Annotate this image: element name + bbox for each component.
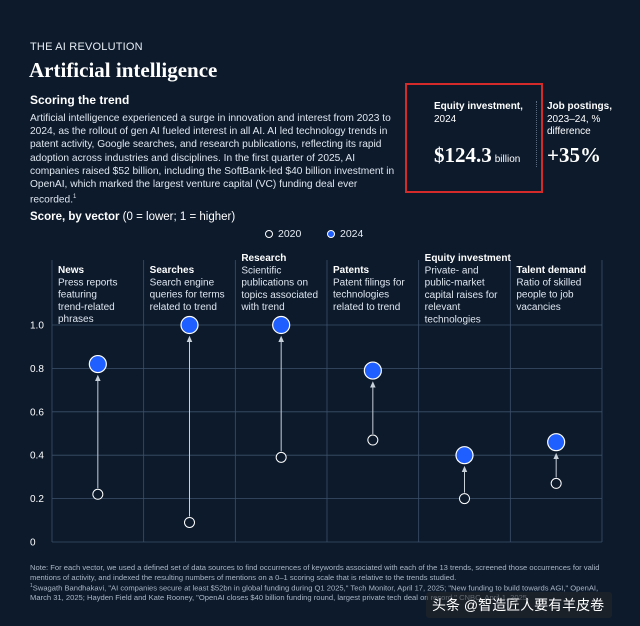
vector-description-line: topics associated <box>241 290 318 301</box>
point-2020 <box>92 488 104 500</box>
kpi-divider <box>536 101 537 167</box>
point-2024 <box>180 315 199 335</box>
vector-description-line: Search engine <box>150 278 215 289</box>
vector-description-line: public-market <box>425 278 485 289</box>
legend-swatch-filled <box>327 230 335 238</box>
kpi-equity-label: Equity investment, 2024 <box>434 101 534 126</box>
section-title: Scoring the trend <box>30 93 130 107</box>
legend-item-2024: 2024 <box>327 228 363 240</box>
vector-score-chart: 0 0.2 0.4 0.6 0.8 1.0 News Press reportsfeaturi… <box>30 253 603 549</box>
point-2024 <box>363 361 382 380</box>
point-2024 <box>547 433 566 452</box>
eyebrow-label: THE AI REVOLUTION <box>30 41 143 53</box>
note-footnote-mark: 1 <box>30 583 33 590</box>
vector-description-line: queries for terms <box>150 290 225 301</box>
vector-description-line: people to job <box>516 290 574 301</box>
note-source: Swagath Bandhakavi, "AI companies secure… <box>30 583 599 603</box>
vector-description-line: trend-related <box>58 302 115 313</box>
intro-paragraph: Artificial intelligence experienced a su… <box>30 112 400 207</box>
point-2024 <box>455 446 474 465</box>
y-tick-label: 0 <box>30 538 36 549</box>
kpi-equity-label-bold: Equity investment, <box>434 101 523 112</box>
vector-description-line: Ratio of skilled <box>516 278 581 289</box>
point-2020 <box>184 516 195 528</box>
vector-name: Research <box>241 253 286 264</box>
kpi-equity-amount: $124.3 <box>434 143 492 167</box>
chart-title-bold: Score, by vector <box>30 211 120 223</box>
kpi-equity-value: $124.3 billion <box>434 143 520 168</box>
chart-title: Score, by vector (0 = lower; 1 = higher) <box>30 211 235 223</box>
vector-name: Equity investment <box>425 253 512 264</box>
kpi-jobs-label-rest: 2023–24, % difference <box>547 113 601 138</box>
vector-description-line: related to trend <box>150 302 217 313</box>
vector-name: News <box>58 265 85 276</box>
vector-description-line: Private- and <box>425 266 479 277</box>
vector-description-line: relevant <box>425 302 461 313</box>
vector-description-line: capital raises for <box>425 290 498 301</box>
y-tick-label: 0.4 <box>30 451 44 462</box>
kpi-equity-unit: billion <box>494 154 521 165</box>
point-2020 <box>550 477 562 489</box>
vector-description-line: technologies <box>425 314 481 325</box>
vector-description-line: Scientific <box>241 266 281 277</box>
legend-label-2024: 2024 <box>340 228 364 240</box>
kpi-jobs-value: +35% <box>547 143 601 167</box>
legend-label-2020: 2020 <box>278 228 302 240</box>
kpi-jobs-label-bold: Job postings, <box>547 101 612 112</box>
vector-description-line: with trend <box>240 302 284 313</box>
chart-title-rest: (0 = lower; 1 = higher) <box>119 211 236 223</box>
y-tick-label: 1.0 <box>30 321 44 332</box>
kpi-equity-year: 2024 <box>434 113 457 125</box>
page-title: Artificial intelligence <box>29 58 218 82</box>
y-tick-label: 0.8 <box>30 364 44 375</box>
footnote-mark: 1 <box>73 194 77 201</box>
intro-text: Artificial intelligence experienced a su… <box>30 113 395 206</box>
legend-swatch-hollow <box>265 230 273 238</box>
point-2020 <box>367 434 379 446</box>
chart-note: Note: For each vector, we used a defined… <box>30 563 620 603</box>
vector-description-line: vacancies <box>516 302 560 313</box>
vector-description-line: featuring <box>58 290 97 301</box>
vector-description-line: phrases <box>58 314 94 325</box>
point-2020 <box>275 451 287 463</box>
point-2020 <box>459 493 470 505</box>
point-2024 <box>88 354 107 374</box>
kpi-highlight-box <box>405 83 543 193</box>
note-text: Note: For each vector, we used a defined… <box>30 563 600 582</box>
legend-item-2020: 2020 <box>265 228 301 240</box>
vector-description-line: related to trend <box>333 302 400 313</box>
y-tick-label: 0.2 <box>30 494 44 505</box>
vector-name: Patents <box>333 265 370 276</box>
vector-description-line: Patent filings for <box>333 278 405 289</box>
y-tick-label: 0.6 <box>30 407 44 418</box>
watermark-label: 头条 @智造匠人要有羊皮卷 <box>426 592 613 618</box>
vector-description-line: technologies <box>333 290 389 301</box>
vector-name: Talent demand <box>516 265 586 276</box>
vector-description-line: publications on <box>241 278 308 289</box>
kpi-jobs-label: Job postings, 2023–24, % difference <box>547 101 639 139</box>
vector-description-line: Press reports <box>58 278 117 289</box>
point-2024 <box>272 315 291 335</box>
vector-name: Searches <box>150 265 195 276</box>
